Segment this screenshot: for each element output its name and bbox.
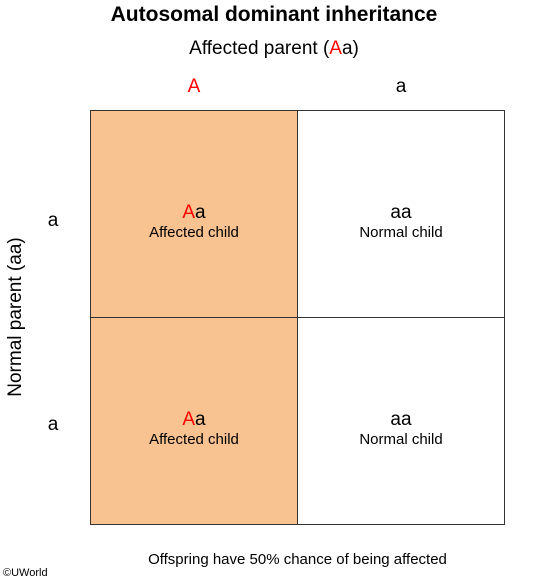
cell-aa-top: aa Normal child xyxy=(298,111,504,317)
row-allele-1: a xyxy=(47,210,59,231)
dominant-allele-marker: A xyxy=(329,38,342,59)
cell-aa-bottom: aa Normal child xyxy=(298,318,504,524)
genotype-label: aa xyxy=(390,409,412,430)
phenotype-label: Affected child xyxy=(149,224,239,241)
column-allele-2: a xyxy=(395,76,407,97)
row-allele-2: a xyxy=(47,414,59,435)
cell-Aa-bottom: Aa Affected child xyxy=(91,318,297,524)
grid-divider-horizontal xyxy=(91,317,504,318)
phenotype-label: Normal child xyxy=(359,224,443,241)
diagram-title: Autosomal dominant inheritance xyxy=(110,3,438,26)
cell-Aa-top: Aa Affected child xyxy=(91,111,297,317)
footer-caption: Offspring have 50% chance of being affec… xyxy=(148,551,447,568)
genotype-label: Aa xyxy=(182,202,206,223)
phenotype-label: Normal child xyxy=(359,431,443,448)
punnett-square: Aa Affected child aa Normal child Aa Aff… xyxy=(90,110,505,525)
genotype-label: aa xyxy=(390,202,412,223)
phenotype-label: Affected child xyxy=(149,431,239,448)
genotype-label: Aa xyxy=(182,409,206,430)
credit-label: ©UWorld xyxy=(3,567,48,579)
top-parent-label: Affected parent (Aa) xyxy=(189,38,359,59)
column-allele-1: A xyxy=(187,76,201,97)
